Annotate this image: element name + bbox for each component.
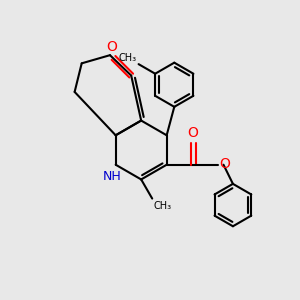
Text: CH₃: CH₃ <box>154 201 172 211</box>
Text: O: O <box>219 157 230 171</box>
Text: O: O <box>188 126 199 140</box>
Text: CH₃: CH₃ <box>119 53 137 63</box>
Text: NH: NH <box>103 170 122 183</box>
Text: O: O <box>106 40 118 54</box>
